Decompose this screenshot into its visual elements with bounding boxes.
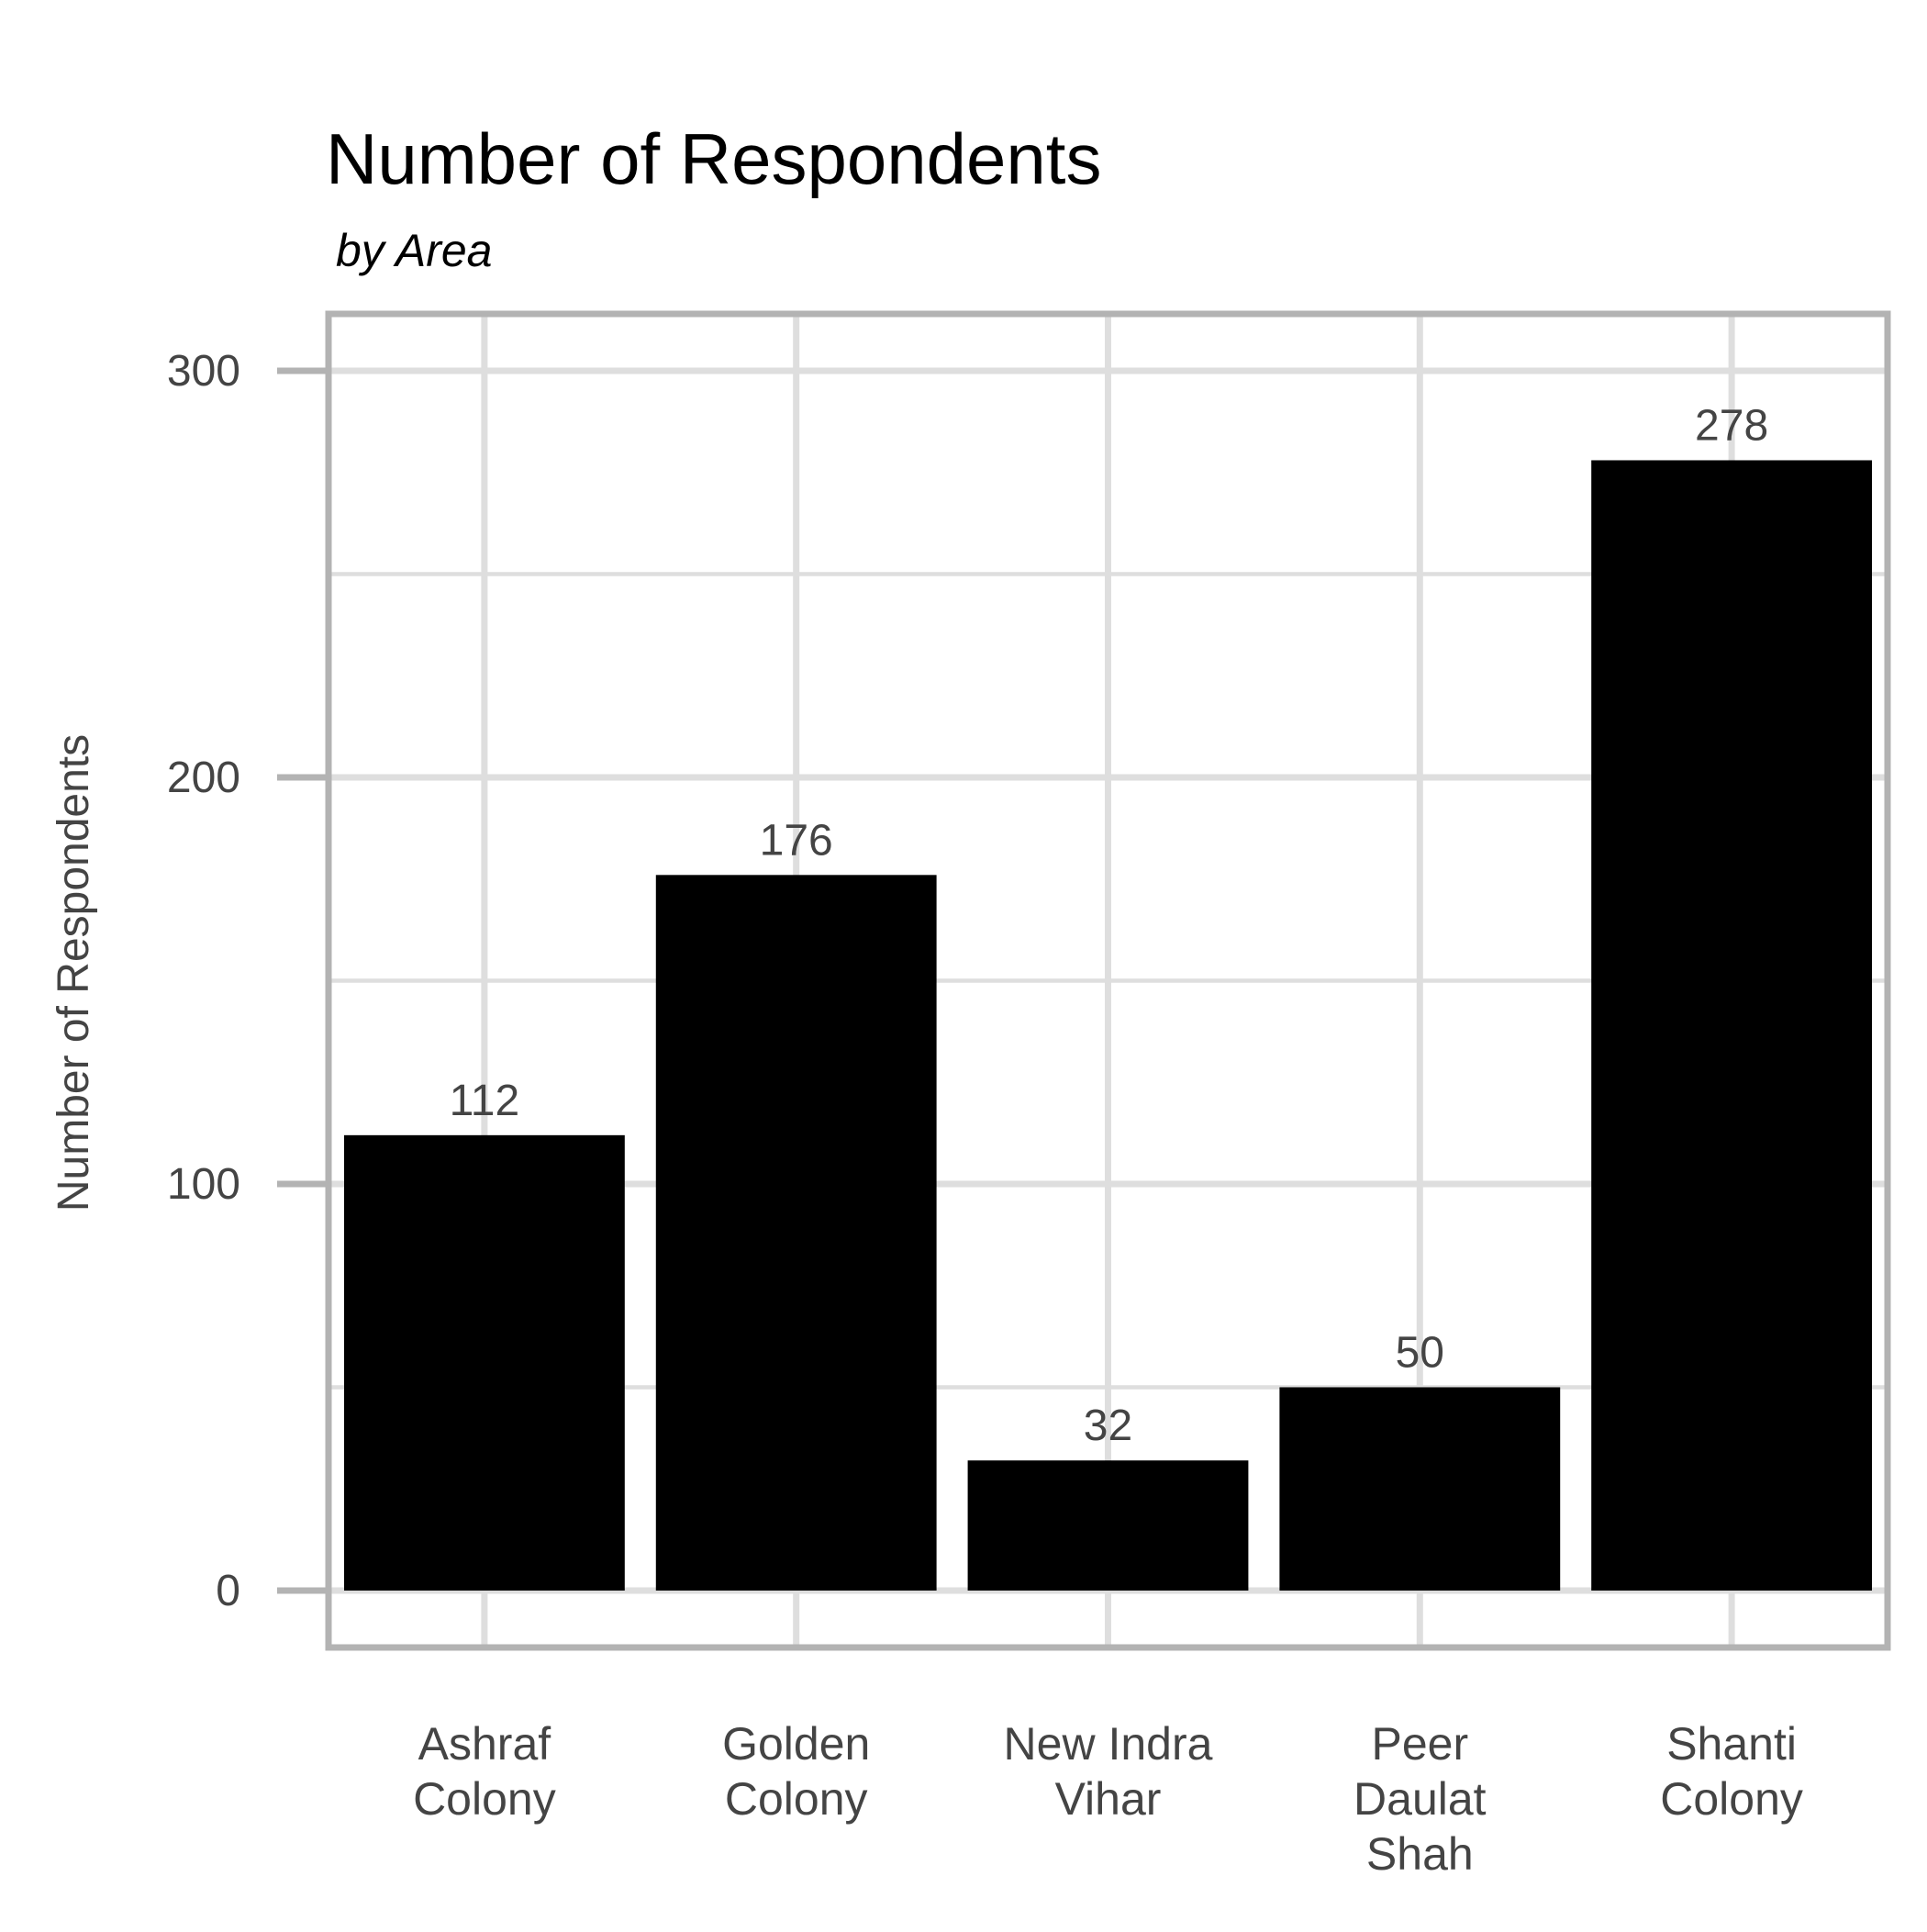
chart-subtitle: by Area <box>336 225 493 276</box>
x-tick-label: Ashraf Colony <box>413 1718 556 1825</box>
x-tick-label-line: Colony <box>725 1773 868 1825</box>
y-tick-label: 200 <box>167 754 240 802</box>
x-tick-label-line: Colony <box>413 1773 556 1825</box>
data-label: 50 <box>1396 1328 1444 1377</box>
x-tick-label-line: Colony <box>1660 1773 1803 1825</box>
y-axis-title: Number of Respondents <box>50 734 98 1212</box>
x-tick-label-line: New Indra <box>1004 1718 1213 1770</box>
y-tick-label: 100 <box>167 1160 240 1209</box>
bar <box>655 875 937 1591</box>
data-label: 32 <box>1084 1402 1132 1450</box>
x-tick-label-line: Golden <box>722 1718 870 1770</box>
x-tick-label-line: Daulat <box>1353 1773 1487 1825</box>
x-tick-label-line: Ashraf <box>418 1718 551 1770</box>
x-tick-label-line: Shanti <box>1666 1718 1797 1770</box>
bar <box>1279 1387 1561 1591</box>
bar <box>1591 460 1873 1591</box>
x-tick-label-line: Shah <box>1366 1828 1474 1880</box>
chart-title: Number of Respondents <box>326 118 1102 199</box>
x-tick-label: Shanti Colony <box>1660 1718 1803 1825</box>
data-label: 112 <box>450 1077 520 1125</box>
x-tick-label: New Indra Vihar <box>1004 1718 1213 1825</box>
bar <box>343 1134 625 1591</box>
y-tick-label: 0 <box>216 1567 240 1615</box>
data-label: 176 <box>760 816 833 865</box>
x-tick-label: Golden Colony <box>722 1718 870 1825</box>
panel-border <box>325 310 1891 1651</box>
bar <box>967 1460 1249 1591</box>
x-tick-label-line: Peer <box>1371 1718 1468 1770</box>
data-label: 278 <box>1695 401 1768 450</box>
y-tick-label: 300 <box>167 347 240 396</box>
x-tick-label: Peer Daulat Shah <box>1353 1718 1487 1880</box>
x-tick-label-line: Vihar <box>1055 1773 1162 1825</box>
